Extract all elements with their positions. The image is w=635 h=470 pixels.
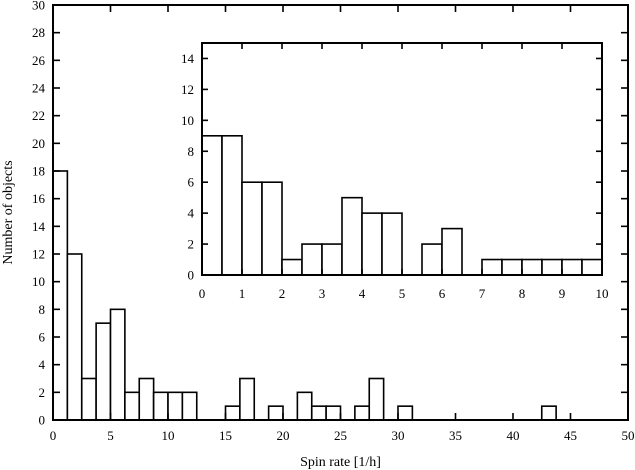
x-tick-label: 30 bbox=[392, 428, 405, 443]
histogram-bar bbox=[397, 405, 414, 421]
x-tick-label: 7 bbox=[479, 286, 486, 301]
x-tick-label: 5 bbox=[399, 286, 406, 301]
y-tick-label: 4 bbox=[188, 206, 195, 221]
histogram-bar bbox=[421, 243, 443, 276]
y-tick-label: 24 bbox=[32, 81, 46, 96]
histogram-bar bbox=[224, 405, 241, 421]
histogram-bar bbox=[95, 322, 112, 421]
histogram-bar bbox=[321, 243, 343, 276]
y-tick-label: 10 bbox=[32, 274, 45, 289]
x-tick-label: 8 bbox=[519, 286, 526, 301]
histogram-bar bbox=[152, 391, 169, 421]
histogram-bar bbox=[261, 181, 283, 276]
x-tick-label: 50 bbox=[622, 428, 635, 443]
x-tick-label: 5 bbox=[107, 428, 114, 443]
histogram-bar bbox=[281, 258, 303, 276]
histogram-bar bbox=[138, 377, 155, 421]
x-tick-label: 4 bbox=[359, 286, 366, 301]
y-tick-label: 28 bbox=[32, 25, 45, 40]
histogram-bar bbox=[241, 181, 263, 276]
y-tick-label: 2 bbox=[39, 385, 46, 400]
histogram-bar bbox=[80, 377, 97, 421]
histogram-bar bbox=[201, 135, 223, 276]
x-tick-label: 10 bbox=[596, 286, 609, 301]
y-axis-title: Number of objects bbox=[1, 160, 16, 264]
y-tick-label: 6 bbox=[188, 175, 195, 190]
y-tick-label: 14 bbox=[32, 219, 46, 234]
histogram-bar bbox=[541, 258, 563, 276]
histogram-bar bbox=[66, 253, 83, 421]
x-tick-label: 10 bbox=[162, 428, 175, 443]
y-tick-label: 30 bbox=[32, 0, 45, 13]
x-tick-label: 0 bbox=[199, 286, 206, 301]
y-tick-label: 16 bbox=[32, 191, 46, 206]
x-tick-label: 3 bbox=[319, 286, 326, 301]
x-tick-label: 20 bbox=[277, 428, 290, 443]
histogram-bar bbox=[109, 308, 126, 421]
histogram-bar bbox=[239, 377, 256, 421]
histogram-bar bbox=[296, 391, 313, 421]
x-tick-label: 25 bbox=[334, 428, 347, 443]
x-tick-label: 0 bbox=[50, 428, 57, 443]
y-tick-label: 0 bbox=[188, 268, 195, 283]
histogram-bar bbox=[521, 258, 543, 276]
y-tick-label: 10 bbox=[181, 113, 194, 128]
y-tick-label: 18 bbox=[32, 164, 45, 179]
histogram-bar bbox=[267, 405, 284, 421]
histogram-bar bbox=[361, 212, 383, 276]
y-tick-label: 26 bbox=[32, 53, 46, 68]
y-tick-label: 6 bbox=[39, 330, 46, 345]
x-tick-label: 35 bbox=[449, 428, 462, 443]
x-axis-title: Spin rate [1/h] bbox=[300, 455, 381, 470]
y-tick-label: 12 bbox=[181, 82, 194, 97]
histogram-bar bbox=[368, 377, 385, 421]
histogram-bar bbox=[581, 258, 603, 276]
histogram-bar bbox=[341, 196, 363, 276]
histogram-bar bbox=[167, 391, 184, 421]
x-tick-label: 2 bbox=[279, 286, 286, 301]
x-tick-label: 40 bbox=[507, 428, 520, 443]
histogram-bar bbox=[124, 391, 141, 421]
y-tick-label: 8 bbox=[188, 144, 195, 159]
histogram-bar bbox=[301, 243, 323, 276]
x-tick-label: 45 bbox=[564, 428, 577, 443]
y-tick-label: 20 bbox=[32, 136, 45, 151]
x-tick-label: 15 bbox=[219, 428, 232, 443]
histogram-bar bbox=[540, 405, 557, 421]
y-tick-label: 14 bbox=[181, 51, 195, 66]
x-tick-label: 9 bbox=[559, 286, 566, 301]
y-tick-label: 22 bbox=[32, 108, 45, 123]
histogram-bar bbox=[325, 405, 342, 421]
histogram-bar bbox=[561, 258, 583, 276]
histogram-bar bbox=[481, 258, 503, 276]
y-tick-label: 4 bbox=[39, 357, 46, 372]
histogram-bar bbox=[501, 258, 523, 276]
histogram-bar bbox=[381, 212, 403, 276]
histogram-bar bbox=[354, 405, 371, 421]
y-tick-label: 8 bbox=[39, 302, 46, 317]
histogram-bar bbox=[52, 170, 69, 421]
y-tick-label: 2 bbox=[188, 237, 195, 252]
x-tick-label: 1 bbox=[239, 286, 246, 301]
y-tick-label: 0 bbox=[39, 413, 46, 428]
y-tick-label: 12 bbox=[32, 247, 45, 262]
histogram-bar bbox=[441, 227, 463, 276]
histogram-bar bbox=[310, 405, 327, 421]
histogram-bar bbox=[221, 135, 243, 276]
histogram-bar bbox=[181, 391, 198, 421]
x-tick-label: 6 bbox=[439, 286, 446, 301]
